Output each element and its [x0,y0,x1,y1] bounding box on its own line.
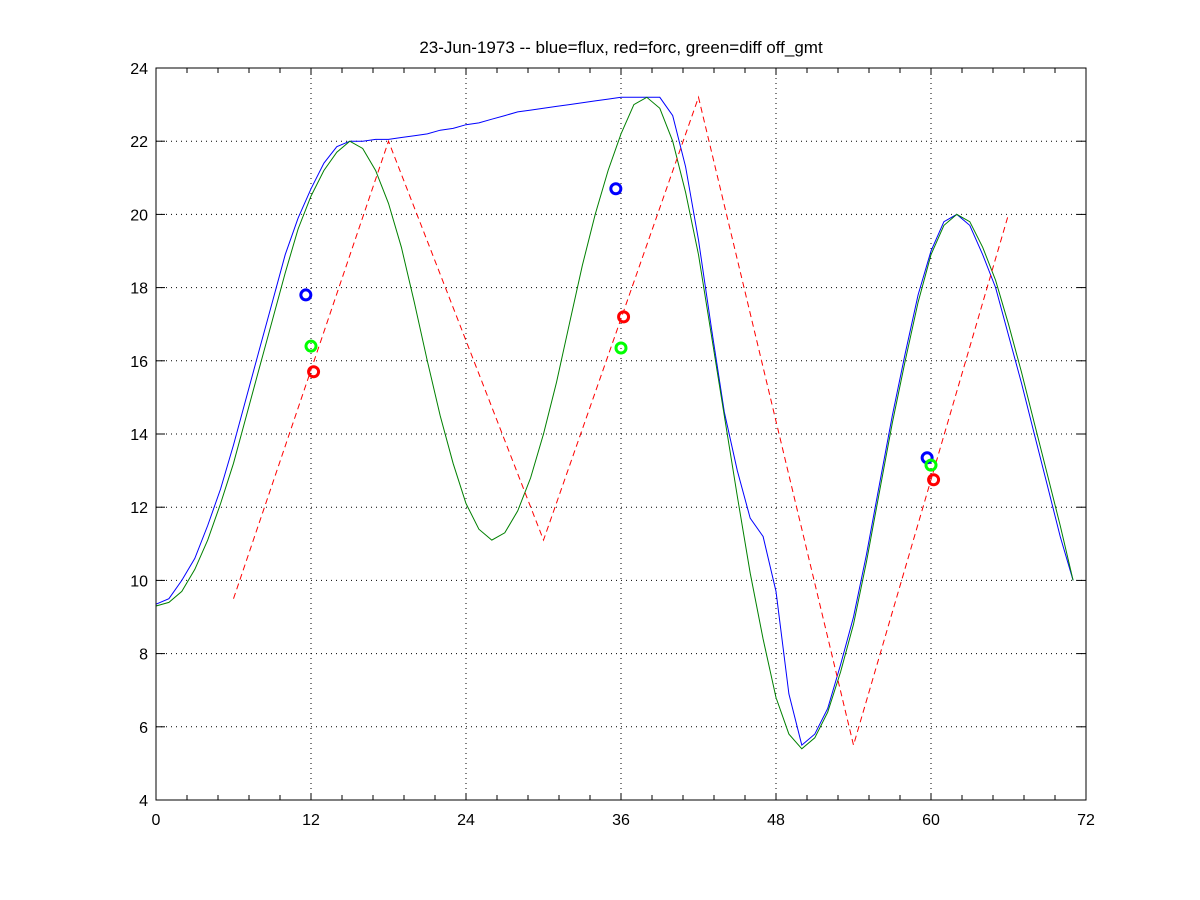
y-tick-label: 20 [130,207,148,224]
grid [156,68,1086,800]
y-tick-label: 18 [130,281,148,298]
x-tick-label: 72 [1077,812,1095,829]
markers-layer [299,182,941,487]
series-line-diff [155,96,1074,750]
marker-diff [304,339,318,353]
x-tick-label: 12 [302,812,320,829]
marker-flux [609,182,623,196]
x-tick-label: 60 [922,812,940,829]
y-tick-label: 24 [130,61,148,78]
marker-diff [614,341,628,355]
series-line-forc [233,95,1009,748]
marker-diff [924,458,938,472]
series-line-flux [155,96,1074,746]
ticks: 0 12 24 36 48 60 72 4 6 8 10 12 14 16 18 20 22 24 [130,61,1095,829]
marker-forc [617,310,631,324]
y-tick-label: 8 [139,647,148,664]
y-tick-label: 22 [130,134,148,151]
x-tick-label: 48 [767,812,785,829]
x-tick-label: 36 [612,812,630,829]
y-tick-label: 16 [130,354,148,371]
marker-forc [927,473,941,487]
series-layer [155,95,1074,750]
y-tick-label: 14 [130,427,148,444]
y-tick-label: 12 [130,500,148,517]
marker-forc [307,365,321,379]
chart-title: 23-Jun-1973 -- blue=flux, red=forc, gree… [419,38,823,57]
y-tick-label: 6 [139,720,148,737]
y-tick-label: 10 [130,573,148,590]
y-tick-label: 4 [139,793,148,810]
marker-flux [299,288,313,302]
x-tick-label: 24 [457,812,475,829]
x-tick-label: 0 [152,812,161,829]
plot-frame [155,67,1087,801]
